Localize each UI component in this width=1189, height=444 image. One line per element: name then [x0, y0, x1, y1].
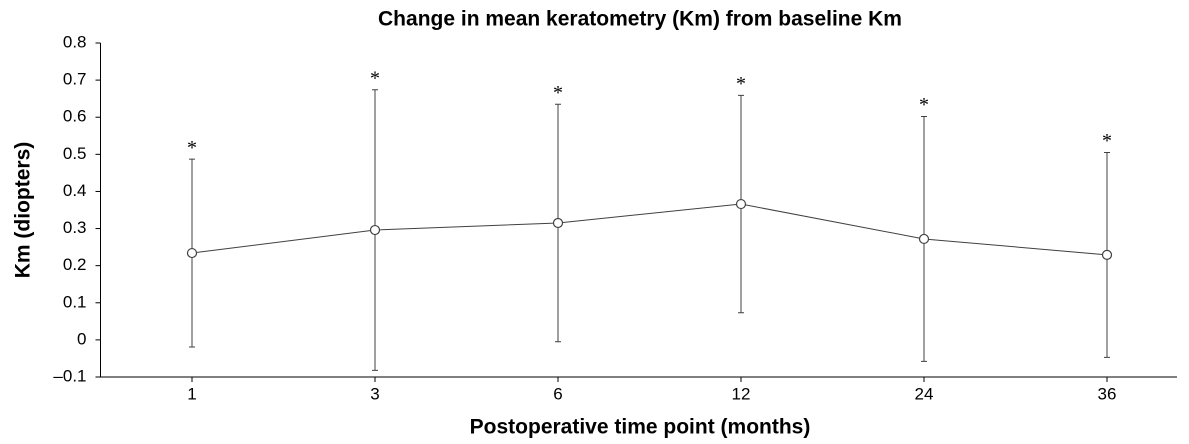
- x-axis-label: Postoperative time point (months): [470, 416, 811, 439]
- y-tick-label: 0.5: [63, 144, 87, 163]
- x-tick-label: 6: [553, 384, 562, 403]
- x-tick-label: 12: [732, 384, 751, 403]
- y-tick-label: 0.6: [63, 107, 87, 126]
- point: [918, 233, 930, 245]
- annotation: *: [553, 82, 563, 104]
- y-tick-label: –0.1: [53, 366, 86, 385]
- y-tick-label: 0.4: [63, 181, 87, 200]
- y-tick-label: 0.7: [63, 70, 87, 89]
- y-tick-label: 0: [77, 329, 86, 348]
- point: [186, 247, 198, 259]
- point: [552, 217, 564, 229]
- point: [1101, 249, 1113, 261]
- annotation: *: [919, 94, 929, 116]
- y-axis-label: Km (diopters): [12, 142, 35, 279]
- y-tick-label: 0.8: [63, 32, 87, 51]
- x-tick-label: 3: [370, 384, 379, 403]
- point: [369, 224, 381, 236]
- point: [735, 198, 747, 210]
- y-tick-label: 0.2: [63, 255, 87, 274]
- y-tick-label: 0.1: [63, 292, 87, 311]
- x-tick-label: 24: [915, 384, 934, 403]
- line: [191, 203, 1108, 256]
- annotation: *: [370, 67, 380, 89]
- x-tick-label: 1: [187, 384, 196, 403]
- y-tick-label: 0.3: [63, 218, 87, 237]
- annotation: *: [1102, 130, 1112, 152]
- chart-title: Change in mean keratometry (Km) from bas…: [378, 8, 902, 31]
- x-tick-label: 36: [1098, 384, 1117, 403]
- annotation: *: [187, 137, 197, 159]
- annotation: *: [736, 73, 746, 95]
